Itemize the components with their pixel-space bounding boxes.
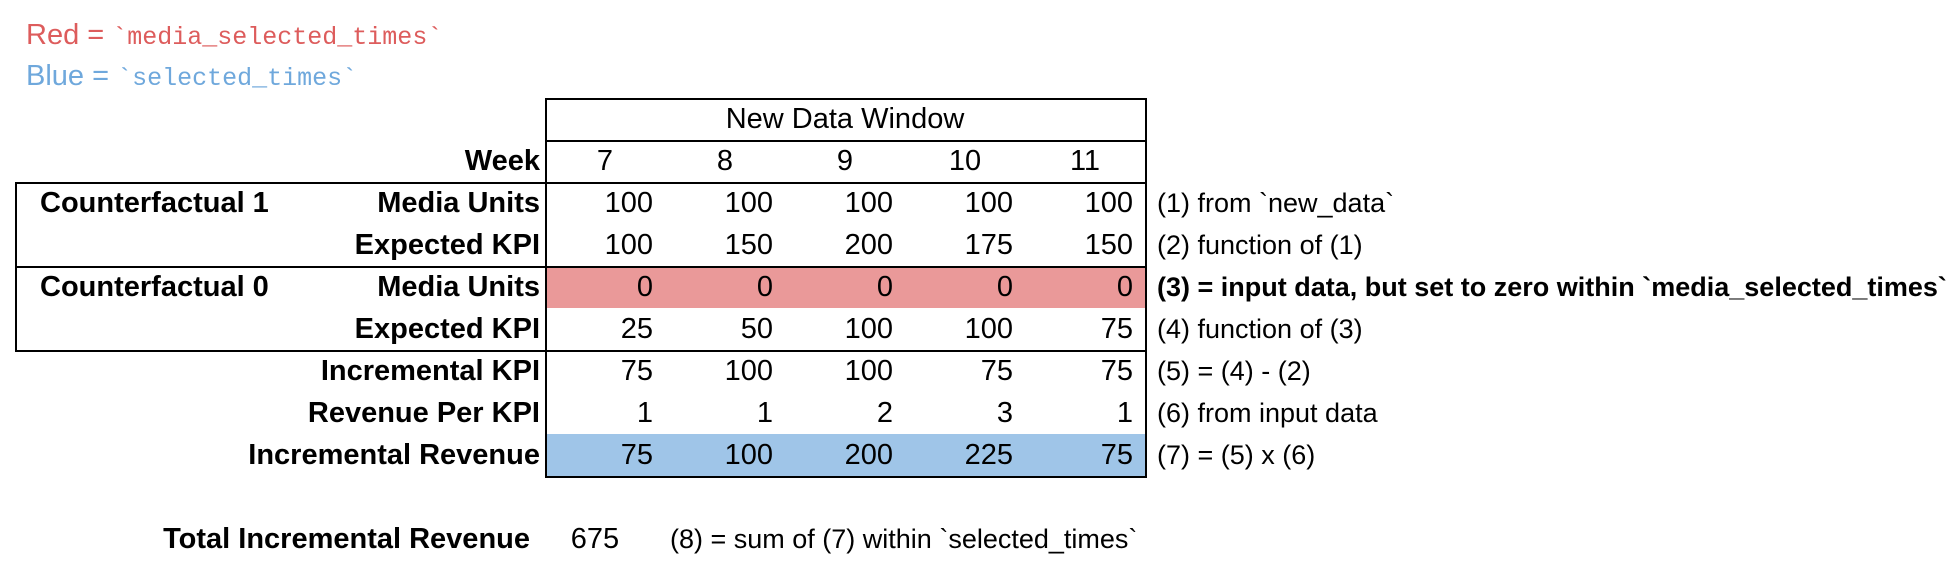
border-line: [15, 182, 17, 352]
data-cell: 150: [1084, 229, 1133, 261]
data-cell: 2: [876, 397, 893, 429]
data-cell: 75: [620, 355, 653, 387]
data-cell: 100: [604, 229, 653, 261]
border-line: [545, 98, 547, 478]
row-label: Media Units: [377, 271, 540, 303]
group-label-counterfactual-1: Counterfactual 1: [40, 187, 269, 219]
row-label: Media Units: [377, 187, 540, 219]
week-row: Week 7 8 9 10 11: [0, 140, 1960, 182]
data-cell: 100: [724, 355, 773, 387]
data-cell: 175: [964, 229, 1013, 261]
data-cell: 75: [1100, 439, 1133, 471]
data-cell: 100: [844, 313, 893, 345]
table-row: Expected KPI 100 150 200 175 150 (2) fun…: [0, 224, 1960, 266]
legend-blue: Blue = `selected_times`: [26, 55, 357, 97]
border-line: [545, 140, 1147, 142]
data-cell: 0: [996, 271, 1013, 303]
border-line: [545, 476, 1147, 478]
border-line: [15, 266, 1147, 268]
data-cell: 100: [1084, 187, 1133, 219]
total-value: 675: [570, 523, 620, 555]
data-cell: 1: [1116, 397, 1133, 429]
data-cell: 0: [876, 271, 893, 303]
data-cell: 100: [964, 313, 1013, 345]
data-cell: 0: [756, 271, 773, 303]
data-cell: 225: [964, 439, 1013, 471]
data-cell: 100: [604, 187, 653, 219]
data-cell: 100: [724, 439, 773, 471]
data-cell: 75: [1100, 355, 1133, 387]
legend-red-code: `media_selected_times`: [112, 23, 443, 52]
data-cell: 100: [844, 187, 893, 219]
data-cell: 75: [620, 439, 653, 471]
row-annotation: (6) from input data: [1157, 398, 1378, 428]
border-line: [545, 98, 1147, 100]
table-row: Revenue Per KPI 1 1 2 3 1 (6) from input…: [0, 392, 1960, 434]
data-cell: 25: [620, 313, 653, 345]
week-cell: 7: [596, 145, 614, 177]
table-row: Incremental KPI 75 100 100 75 75 (5) = (…: [0, 350, 1960, 392]
data-cell: 75: [980, 355, 1013, 387]
row-label: Incremental KPI: [320, 355, 540, 387]
data-cell: 100: [724, 187, 773, 219]
row-label: Revenue Per KPI: [307, 397, 540, 429]
row-annotation: (4) function of (3): [1157, 314, 1363, 344]
table-row: Counterfactual 1 Media Units 100 100 100…: [0, 182, 1960, 224]
row-annotation: (3) = input data, but set to zero within…: [1157, 272, 1947, 302]
data-cell: 0: [1116, 271, 1133, 303]
data-cell: 1: [636, 397, 653, 429]
data-cell: 100: [844, 355, 893, 387]
data-cell: 0: [636, 271, 653, 303]
week-cell: 9: [836, 145, 854, 177]
data-cell: 1: [756, 397, 773, 429]
legend-red-equals: =: [79, 19, 113, 51]
selected-times-highlight: [545, 434, 1145, 476]
table-header-new-data-window: New Data Window: [725, 103, 965, 135]
table-row: Expected KPI 25 50 100 100 75 (4) functi…: [0, 308, 1960, 350]
row-annotation: (7) = (5) x (6): [1157, 440, 1316, 470]
row-label: Expected KPI: [354, 313, 540, 345]
legend-red: Red = `media_selected_times`: [26, 14, 442, 56]
total-annotation: (8) = sum of (7) within `selected_times`: [670, 524, 1138, 554]
data-cell: 200: [844, 439, 893, 471]
table-row: Counterfactual 0 Media Units 0 0 0 0 0 (…: [0, 266, 1960, 308]
data-cell: 100: [964, 187, 1013, 219]
data-cell: 150: [724, 229, 773, 261]
data-cell: 3: [996, 397, 1013, 429]
row-annotation: (1) from `new_data`: [1157, 188, 1395, 218]
row-label: Incremental Revenue: [248, 439, 540, 471]
row-label: Expected KPI: [354, 229, 540, 261]
total-label: Total Incremental Revenue: [163, 523, 530, 555]
data-cell: 200: [844, 229, 893, 261]
border-line: [1145, 98, 1147, 478]
legend-blue-word: Blue: [26, 60, 85, 92]
border-line: [15, 350, 1147, 352]
group-label-counterfactual-0: Counterfactual 0: [40, 271, 269, 303]
week-cell: 8: [716, 145, 734, 177]
border-line: [15, 182, 1147, 184]
total-row: Total Incremental Revenue 675 (8) = sum …: [0, 518, 1960, 560]
media-selected-times-highlight: [545, 266, 1145, 308]
data-cell: 75: [1100, 313, 1133, 345]
legend-blue-equals: =: [84, 60, 118, 92]
row-annotation: (5) = (4) - (2): [1157, 356, 1311, 386]
week-row-label: Week: [464, 145, 540, 177]
table-row: Incremental Revenue 75 100 200 225 75 (7…: [0, 434, 1960, 476]
data-cell: 50: [740, 313, 773, 345]
week-cell: 11: [1069, 145, 1101, 177]
row-annotation: (2) function of (1): [1157, 230, 1363, 260]
legend-red-word: Red: [26, 19, 80, 51]
legend-blue-code: `selected_times`: [117, 64, 358, 93]
week-cell: 10: [948, 145, 982, 177]
